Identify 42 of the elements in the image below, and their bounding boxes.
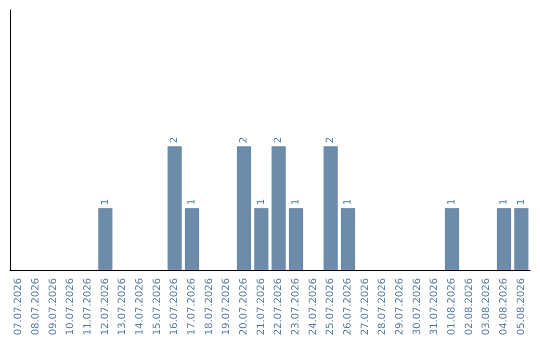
x-tick-label: 31.07.2026	[429, 278, 440, 336]
x-tick-label: 26.07.2026	[342, 278, 354, 336]
data-label: 1	[516, 198, 527, 206]
x-tick-label: 28.07.2026	[377, 278, 388, 336]
x-tick-label: 17.07.2026	[186, 278, 198, 336]
data-label: 1	[446, 198, 458, 206]
data-label: 1	[256, 198, 267, 206]
x-tick-label: 12.07.2026	[100, 278, 111, 336]
data-label: 2	[238, 136, 250, 144]
x-tick-label: 07.07.2026	[13, 278, 24, 336]
data-label: 2	[325, 136, 336, 144]
data-label: 1	[186, 198, 198, 206]
data-label: 1	[290, 198, 302, 206]
x-tick-label: 27.07.2026	[360, 278, 371, 336]
x-tick-label: 11.07.2026	[82, 278, 94, 336]
x-tick-label: 23.07.2026	[290, 278, 302, 336]
data-label: 1	[342, 198, 354, 206]
x-tick-label: 21.07.2026	[256, 278, 267, 336]
x-tick-label: 20.07.2026	[238, 278, 250, 336]
x-tick-label: 14.07.2026	[134, 278, 146, 336]
x-tick-label: 04.08.2026	[498, 278, 510, 336]
x-tick-label: 16.07.2026	[169, 278, 180, 336]
x-tick-label: 08.07.2026	[30, 278, 42, 336]
x-tick-label: 19.07.2026	[221, 278, 232, 336]
data-label: 2	[273, 136, 284, 144]
data-label: 2	[169, 136, 180, 144]
x-tick-label: 02.08.2026	[464, 278, 475, 336]
x-tick-label: 24.07.2026	[308, 278, 319, 336]
data-label: 1	[498, 198, 510, 206]
x-tick-label: 09.07.2026	[48, 278, 59, 336]
x-tick-label: 01.08.2026	[446, 278, 458, 336]
x-tick-label: 22.07.2026	[273, 278, 284, 336]
x-tick-label: 03.08.2026	[481, 278, 492, 336]
x-tick-label: 05.08.2026	[516, 278, 527, 336]
data-label: 1	[100, 198, 111, 206]
x-tick-label: 29.07.2026	[394, 278, 406, 336]
x-tick-label: 25.07.2026	[325, 278, 336, 336]
x-tick-label: 18.07.2026	[204, 278, 215, 336]
x-tick-label: 10.07.2026	[65, 278, 76, 336]
x-tick-label: 15.07.2026	[152, 278, 163, 336]
x-tick-label: 30.07.2026	[412, 278, 423, 336]
x-tick-label: 13.07.2026	[117, 278, 128, 336]
